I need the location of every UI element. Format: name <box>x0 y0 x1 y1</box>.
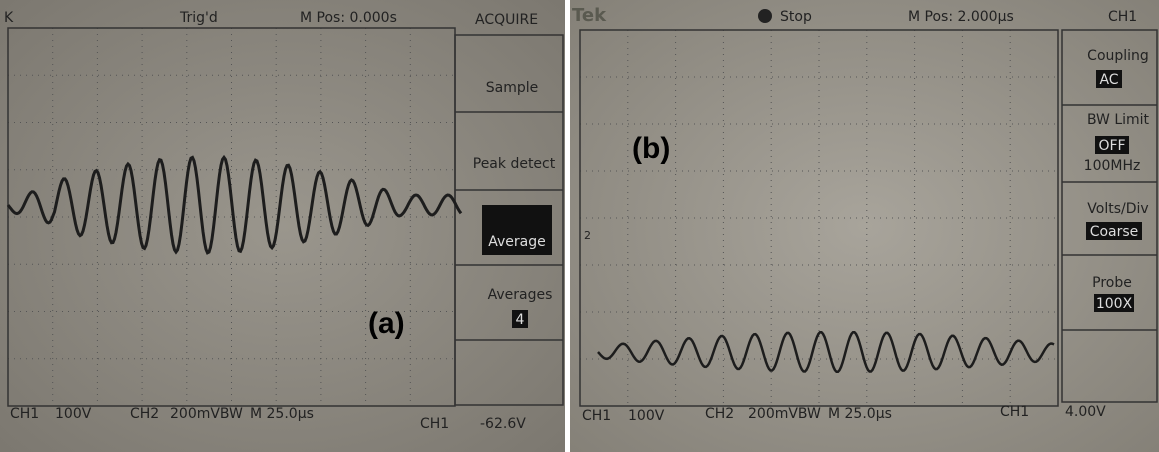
panel-b <box>570 0 1159 452</box>
menu-item: Averages <box>488 287 553 303</box>
menu-a <box>454 34 564 406</box>
menu-value: OFF <box>1098 138 1125 154</box>
waveform-b <box>597 331 1055 374</box>
footer: CH1 <box>10 406 39 422</box>
menu-item: Probe <box>1092 275 1132 291</box>
status: Trig'd <box>179 10 218 26</box>
grid-a <box>8 28 455 406</box>
footer: 100V <box>55 406 92 422</box>
menu-value: 100X <box>1096 296 1133 312</box>
footer: M 25.0µs <box>828 406 892 422</box>
menu-title: ACQUIRE <box>475 12 538 28</box>
footer: CH1 <box>1000 404 1029 420</box>
menu-item: Sample <box>486 80 539 96</box>
menu-item: Peak detect <box>473 156 556 172</box>
menu-value: 4 <box>516 312 525 328</box>
panel-label: (a) <box>368 307 405 340</box>
menu-item: Average <box>488 234 546 250</box>
panel-label: (b) <box>632 132 670 165</box>
header-mark: K <box>4 10 14 26</box>
screen-b <box>579 29 1059 407</box>
footer: -62.6V <box>480 416 526 432</box>
menu-extra: 100MHz <box>1084 158 1141 174</box>
menu-value: Coarse <box>1090 224 1139 240</box>
position: M Pos: 0.000s <box>300 10 397 26</box>
brand: Tek <box>572 5 607 26</box>
footer: 4.00V <box>1065 404 1106 420</box>
footer: CH2 <box>130 406 159 422</box>
menu-item: Coupling <box>1087 48 1149 64</box>
waveform-a <box>6 154 463 255</box>
menu-b <box>1061 29 1158 403</box>
menu-item: Volts/Div <box>1087 201 1148 217</box>
footer: 200mVBW <box>170 406 243 422</box>
footer: CH1 <box>582 408 611 424</box>
footer: CH1 <box>420 416 449 432</box>
menu-value: AC <box>1099 72 1118 88</box>
menu-title: CH1 <box>1108 9 1137 25</box>
footer: M 25.0µs <box>250 406 314 422</box>
menu-item: BW Limit <box>1087 112 1150 128</box>
status: Stop <box>780 9 812 25</box>
footer: CH2 <box>705 406 734 422</box>
footer: 200mVBW <box>748 406 821 422</box>
channel-marker: 2 <box>584 229 591 242</box>
panel-a <box>0 0 565 452</box>
position: M Pos: 2.000µs <box>908 9 1014 25</box>
footer: 100V <box>628 408 665 424</box>
